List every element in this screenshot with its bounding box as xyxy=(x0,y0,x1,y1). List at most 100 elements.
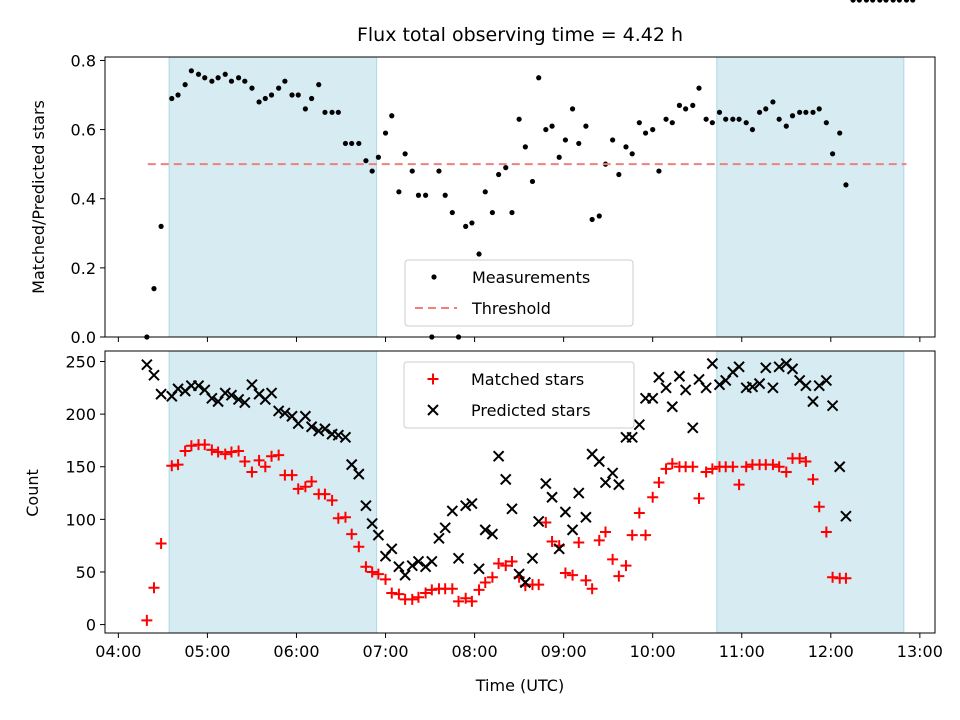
measurement-point xyxy=(730,116,736,122)
predicted-star-point xyxy=(786,363,799,375)
axes-frame xyxy=(104,56,936,338)
predicted-star-point xyxy=(773,361,785,373)
x-tick-label: 04:00 xyxy=(95,642,141,661)
predicted-star-point xyxy=(700,382,712,394)
measurement-point xyxy=(829,151,836,157)
matched-star-point xyxy=(500,560,512,572)
legend-label: Predicted stars xyxy=(471,401,591,420)
bottom-panel: 04:00 05:00 06:00 07:00 08:00 09:00 10:00 11:00… xyxy=(65,350,943,661)
matched-star-point xyxy=(446,583,458,595)
predicted-star-point xyxy=(225,389,238,401)
measurement-point xyxy=(235,75,242,81)
measurement-point xyxy=(877,0,883,3)
legend: Measurements Threshold xyxy=(404,259,634,327)
x-tick-label: 05:00 xyxy=(184,642,230,661)
predicted-star-point xyxy=(393,561,405,573)
matched-star-point xyxy=(332,512,344,524)
measurement-point xyxy=(209,78,215,84)
matched-star-point xyxy=(620,560,632,572)
matched-star-point xyxy=(640,529,652,541)
measurement-point xyxy=(616,171,622,178)
matched-star-point xyxy=(206,444,218,456)
matched-star-point xyxy=(633,507,645,519)
matched-star-point xyxy=(613,570,625,582)
predicted-star-point xyxy=(452,552,465,564)
y-tick-label: 200 xyxy=(65,405,96,424)
predicted-star-point xyxy=(834,461,846,473)
predicted-star-point xyxy=(479,524,491,536)
matched-star-point xyxy=(380,573,392,585)
measurement-point xyxy=(676,102,683,108)
measurement-point xyxy=(503,165,509,171)
shaded-interval xyxy=(716,56,905,338)
matched-star-point xyxy=(426,584,438,596)
measurement-point xyxy=(335,109,341,115)
predicted-star-point xyxy=(566,524,579,536)
predicted-star-point xyxy=(506,503,518,515)
predicted-star-point xyxy=(606,467,619,479)
legend-label: Measurements xyxy=(472,268,590,287)
legend-marker xyxy=(431,274,437,280)
predicted-star-point xyxy=(706,357,719,370)
x-tick-label: 09:00 xyxy=(541,642,587,661)
matched-star-point xyxy=(546,535,558,547)
matched-star-point xyxy=(586,583,598,595)
predicted-star-point xyxy=(559,506,572,518)
predicted-star-point xyxy=(546,491,558,503)
measurement-point xyxy=(289,92,295,98)
matched-star-point xyxy=(319,488,331,500)
legend-box xyxy=(403,361,635,429)
matched-star-point xyxy=(141,614,153,626)
matched-star-point xyxy=(306,475,318,487)
predicted-star-point xyxy=(366,517,378,530)
predicted-star-point xyxy=(155,388,167,400)
predicted-star-point xyxy=(673,370,686,382)
measurement-point xyxy=(770,99,776,105)
measurement-point xyxy=(169,95,175,102)
matched-star-point xyxy=(540,517,552,529)
matched-star-point xyxy=(607,553,619,565)
predicted-star-point xyxy=(593,455,605,468)
measurement-point xyxy=(375,154,382,160)
measurement-point xyxy=(282,78,288,84)
measurement-point xyxy=(249,85,255,91)
matched-star-point xyxy=(353,541,365,553)
matched-star-point xyxy=(199,439,211,451)
measurement-point xyxy=(382,130,389,136)
y-tick-label: 150 xyxy=(65,458,96,477)
matched-star-point xyxy=(813,501,825,513)
matched-star-point xyxy=(406,593,418,605)
measurement-point xyxy=(789,113,796,119)
predicted-star-point xyxy=(513,568,525,580)
legend-marker xyxy=(427,373,439,385)
predicted-star-point xyxy=(733,361,745,373)
matched-star-point xyxy=(266,450,278,462)
measurement-point xyxy=(610,137,616,143)
top-panel: 0.0 0.2 0.4 0.6 0.8 Measurements Threshold xyxy=(71,0,936,347)
matched-star-point xyxy=(473,584,485,596)
measurement-point xyxy=(910,0,916,3)
measurement-point xyxy=(202,75,208,81)
measurement-point xyxy=(589,216,595,223)
predicted-star-point xyxy=(459,499,472,512)
measurement-point xyxy=(709,120,715,126)
legend: Matched stars Predicted stars xyxy=(403,361,635,429)
matched-star-point xyxy=(366,566,378,578)
matched-star-point xyxy=(259,461,271,473)
matched-star-point xyxy=(179,445,191,457)
matched-star-point xyxy=(326,494,338,506)
matched-star-point xyxy=(166,460,178,472)
matched-star-point xyxy=(733,479,745,491)
measurement-point xyxy=(903,0,910,3)
predicted-star-point xyxy=(653,371,665,384)
predicted-star-point xyxy=(492,450,505,462)
measurement-point xyxy=(423,192,429,198)
measurement-point xyxy=(409,168,415,174)
matched-star-point xyxy=(219,448,231,460)
measurement-point xyxy=(442,192,448,198)
legend-label: Threshold xyxy=(471,299,551,318)
predicted-star-point xyxy=(666,401,678,413)
shaded-interval xyxy=(716,350,905,634)
measurement-point xyxy=(823,120,829,126)
measurement-point xyxy=(543,126,549,133)
